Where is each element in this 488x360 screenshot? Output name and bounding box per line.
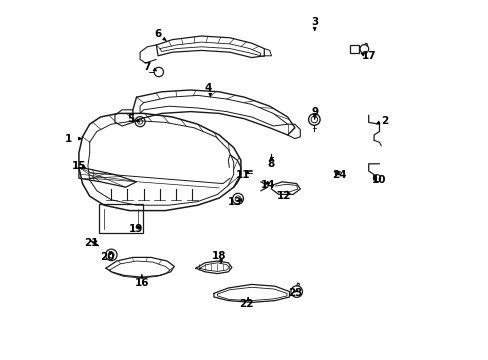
Text: 12: 12	[276, 191, 291, 201]
Text: 4: 4	[204, 83, 212, 93]
Text: 2: 2	[381, 116, 388, 126]
Text: 16: 16	[134, 278, 149, 288]
Text: 24: 24	[332, 170, 346, 180]
Text: 22: 22	[239, 299, 253, 309]
Text: 5: 5	[127, 114, 135, 124]
Text: 11: 11	[235, 170, 249, 180]
Text: 10: 10	[371, 175, 386, 185]
Text: 3: 3	[310, 17, 318, 27]
Text: 13: 13	[228, 197, 242, 207]
Text: 21: 21	[84, 238, 99, 248]
Text: 20: 20	[100, 252, 115, 262]
Text: 17: 17	[361, 51, 375, 61]
Text: 18: 18	[212, 251, 226, 261]
Text: 9: 9	[310, 107, 318, 117]
Text: 8: 8	[267, 159, 275, 169]
Text: 19: 19	[129, 224, 143, 234]
Text: 14: 14	[260, 180, 275, 190]
Text: 15: 15	[72, 161, 86, 171]
Text: 23: 23	[287, 288, 302, 298]
Text: 6: 6	[154, 29, 162, 39]
Text: 7: 7	[143, 62, 151, 72]
Text: 1: 1	[64, 134, 72, 144]
